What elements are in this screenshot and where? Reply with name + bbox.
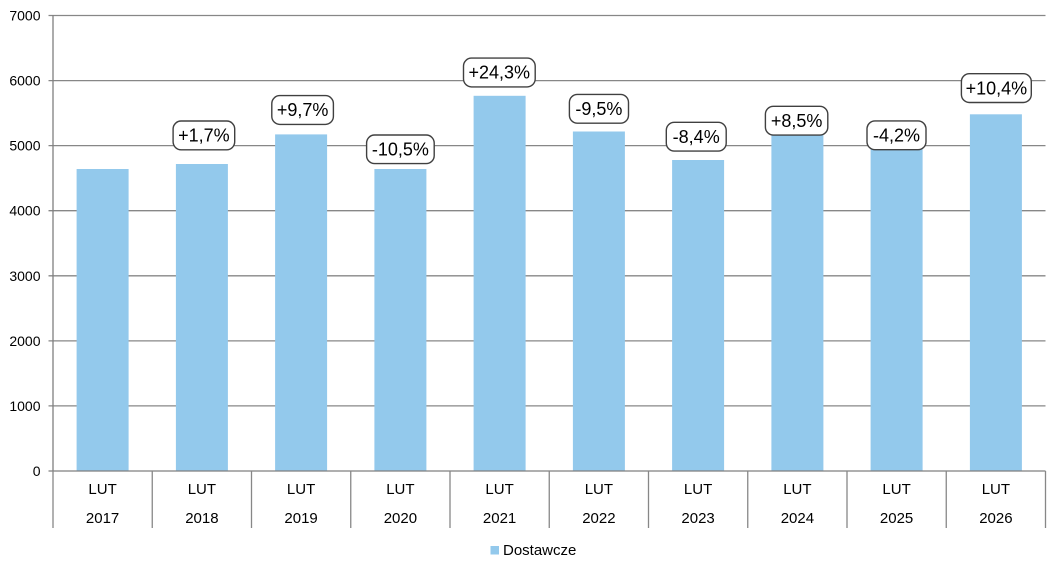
svg-text:-9,5%: -9,5% bbox=[575, 99, 622, 119]
svg-text:+8,5%: +8,5% bbox=[771, 111, 823, 131]
svg-text:-10,5%: -10,5% bbox=[372, 140, 429, 160]
svg-text:0: 0 bbox=[33, 463, 41, 479]
svg-text:2000: 2000 bbox=[9, 333, 40, 349]
svg-text:2018: 2018 bbox=[185, 510, 218, 527]
svg-text:-4,2%: -4,2% bbox=[873, 126, 920, 146]
svg-text:LUT: LUT bbox=[386, 481, 414, 498]
svg-text:+24,3%: +24,3% bbox=[469, 63, 531, 83]
svg-text:2023: 2023 bbox=[681, 510, 714, 527]
svg-text:LUT: LUT bbox=[585, 481, 613, 498]
svg-text:LUT: LUT bbox=[982, 481, 1010, 498]
svg-text:2021: 2021 bbox=[483, 510, 516, 527]
svg-text:2020: 2020 bbox=[384, 510, 417, 527]
svg-text:LUT: LUT bbox=[188, 481, 216, 498]
svg-text:+1,7%: +1,7% bbox=[178, 126, 230, 146]
svg-text:2019: 2019 bbox=[284, 510, 317, 527]
svg-text:-8,4%: -8,4% bbox=[673, 127, 720, 147]
svg-text:2026: 2026 bbox=[979, 510, 1012, 527]
svg-text:4000: 4000 bbox=[9, 203, 40, 219]
svg-text:LUT: LUT bbox=[485, 481, 513, 498]
svg-text:6000: 6000 bbox=[9, 73, 40, 89]
svg-text:+9,7%: +9,7% bbox=[277, 100, 329, 120]
svg-text:2025: 2025 bbox=[880, 510, 913, 527]
svg-text:LUT: LUT bbox=[882, 481, 910, 498]
svg-text:2024: 2024 bbox=[781, 510, 814, 527]
svg-text:LUT: LUT bbox=[88, 481, 116, 498]
svg-text:3000: 3000 bbox=[9, 268, 40, 284]
svg-text:+10,4%: +10,4% bbox=[966, 78, 1028, 98]
svg-text:2017: 2017 bbox=[86, 510, 119, 527]
svg-text:LUT: LUT bbox=[684, 481, 712, 498]
svg-text:LUT: LUT bbox=[287, 481, 315, 498]
svg-text:Dostawcze: Dostawcze bbox=[503, 542, 576, 559]
svg-text:7000: 7000 bbox=[9, 8, 40, 24]
svg-text:2022: 2022 bbox=[582, 510, 615, 527]
svg-text:1000: 1000 bbox=[9, 398, 40, 414]
svg-text:LUT: LUT bbox=[783, 481, 811, 498]
svg-text:5000: 5000 bbox=[9, 138, 40, 154]
